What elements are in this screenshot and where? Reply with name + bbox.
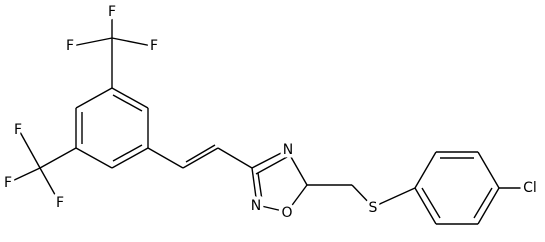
atom-label: F: [14, 122, 22, 138]
atom-labels: F F F F F F N O N S Cl: [0, 1, 540, 225]
atom-label: F: [150, 38, 158, 54]
atom-label: F: [4, 175, 12, 191]
atom-label: Cl: [523, 180, 537, 196]
atom-label: N: [251, 198, 261, 214]
atom-label: S: [369, 200, 378, 216]
atom-label: F: [108, 4, 116, 20]
bonds: [9, 14, 522, 225]
atom-label: O: [281, 205, 292, 221]
atom-label: F: [66, 38, 74, 54]
atom-label: N: [283, 142, 293, 158]
atom-label: F: [56, 195, 64, 211]
